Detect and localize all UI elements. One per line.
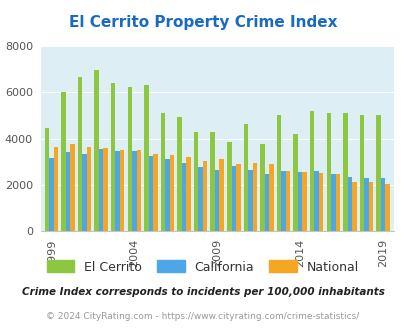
Bar — [243, 123, 247, 231]
Bar — [293, 134, 297, 231]
Bar — [49, 158, 53, 231]
Bar — [78, 77, 82, 231]
Bar — [380, 178, 384, 231]
Bar — [235, 164, 240, 231]
Bar — [269, 164, 273, 231]
Bar — [127, 86, 132, 231]
Bar — [368, 182, 372, 231]
Bar — [194, 132, 198, 231]
Legend: El Cerrito, California, National: El Cerrito, California, National — [42, 255, 363, 279]
Bar — [363, 178, 368, 231]
Bar — [231, 166, 235, 231]
Bar — [45, 128, 49, 231]
Bar — [210, 132, 214, 231]
Bar — [169, 155, 174, 231]
Bar — [314, 171, 318, 231]
Bar — [82, 154, 87, 231]
Bar — [61, 92, 66, 231]
Bar — [318, 173, 323, 231]
Bar — [186, 157, 190, 231]
Bar — [53, 147, 58, 231]
Bar — [153, 154, 157, 231]
Bar — [219, 159, 224, 231]
Text: El Cerrito Property Crime Index: El Cerrito Property Crime Index — [68, 15, 337, 30]
Bar — [285, 171, 290, 231]
Bar — [119, 150, 124, 231]
Bar — [384, 183, 389, 231]
Bar — [309, 111, 314, 231]
Bar — [132, 151, 136, 231]
Bar — [87, 147, 91, 231]
Bar — [136, 150, 141, 231]
Bar — [160, 113, 165, 231]
Bar — [177, 116, 181, 231]
Bar — [260, 145, 264, 231]
Bar — [302, 172, 306, 231]
Bar — [264, 174, 269, 231]
Bar — [342, 113, 347, 231]
Bar — [297, 172, 302, 231]
Bar — [94, 70, 99, 231]
Bar — [214, 170, 219, 231]
Bar — [351, 182, 356, 231]
Text: © 2024 CityRating.com - https://www.cityrating.com/crime-statistics/: © 2024 CityRating.com - https://www.city… — [46, 312, 359, 321]
Bar — [181, 163, 186, 231]
Bar — [70, 145, 75, 231]
Bar — [247, 170, 252, 231]
Bar — [103, 148, 108, 231]
Bar — [144, 85, 148, 231]
Bar — [115, 151, 119, 231]
Bar — [226, 142, 231, 231]
Bar — [148, 156, 153, 231]
Bar — [66, 152, 70, 231]
Bar — [252, 163, 256, 231]
Bar — [330, 174, 335, 231]
Bar — [347, 177, 351, 231]
Bar — [165, 159, 169, 231]
Bar — [202, 160, 207, 231]
Bar — [198, 168, 202, 231]
Bar — [99, 149, 103, 231]
Bar — [281, 171, 285, 231]
Bar — [111, 83, 115, 231]
Text: Crime Index corresponds to incidents per 100,000 inhabitants: Crime Index corresponds to incidents per… — [21, 287, 384, 297]
Bar — [326, 113, 330, 231]
Bar — [375, 115, 380, 231]
Bar — [276, 115, 281, 231]
Bar — [359, 115, 363, 231]
Bar — [335, 174, 339, 231]
